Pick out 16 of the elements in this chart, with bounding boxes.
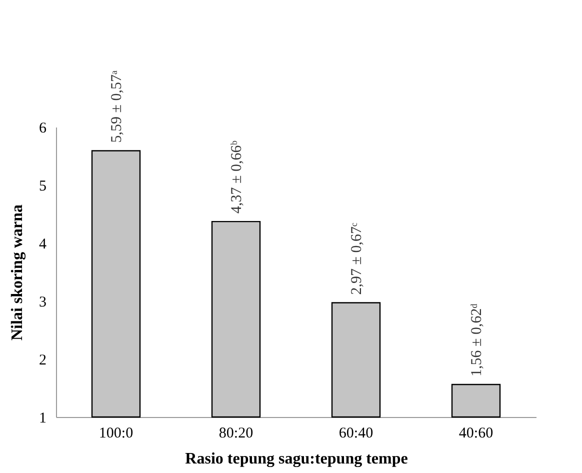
- y-tick-label: 3: [39, 294, 46, 310]
- x-tick-label: 60:40: [338, 426, 374, 442]
- x-tick-label: 40:60: [458, 426, 494, 442]
- data-label: 1,56 ± 0,62ᵈ: [469, 303, 485, 377]
- y-tick-label: 1: [39, 410, 46, 426]
- y-tick-label: 5: [39, 178, 46, 194]
- y-tick-label: 6: [39, 120, 47, 136]
- data-label: 5,59 ± 0,57ᵃ: [109, 70, 125, 143]
- y-tick-label: 2: [39, 352, 46, 368]
- x-tick-label: 100:0: [98, 426, 134, 442]
- x-tick-label: 80:20: [218, 426, 254, 442]
- y-tick-label: 4: [39, 236, 47, 252]
- x-axis-title: Rasio tepung sagu:tepung tempe: [185, 450, 408, 468]
- y-axis-title: Nilai skoring warna: [9, 204, 26, 341]
- data-label: 2,97 ± 0,67ᶜ: [349, 222, 365, 295]
- data-label: 4,37 ± 0,66ᵇ: [229, 140, 245, 214]
